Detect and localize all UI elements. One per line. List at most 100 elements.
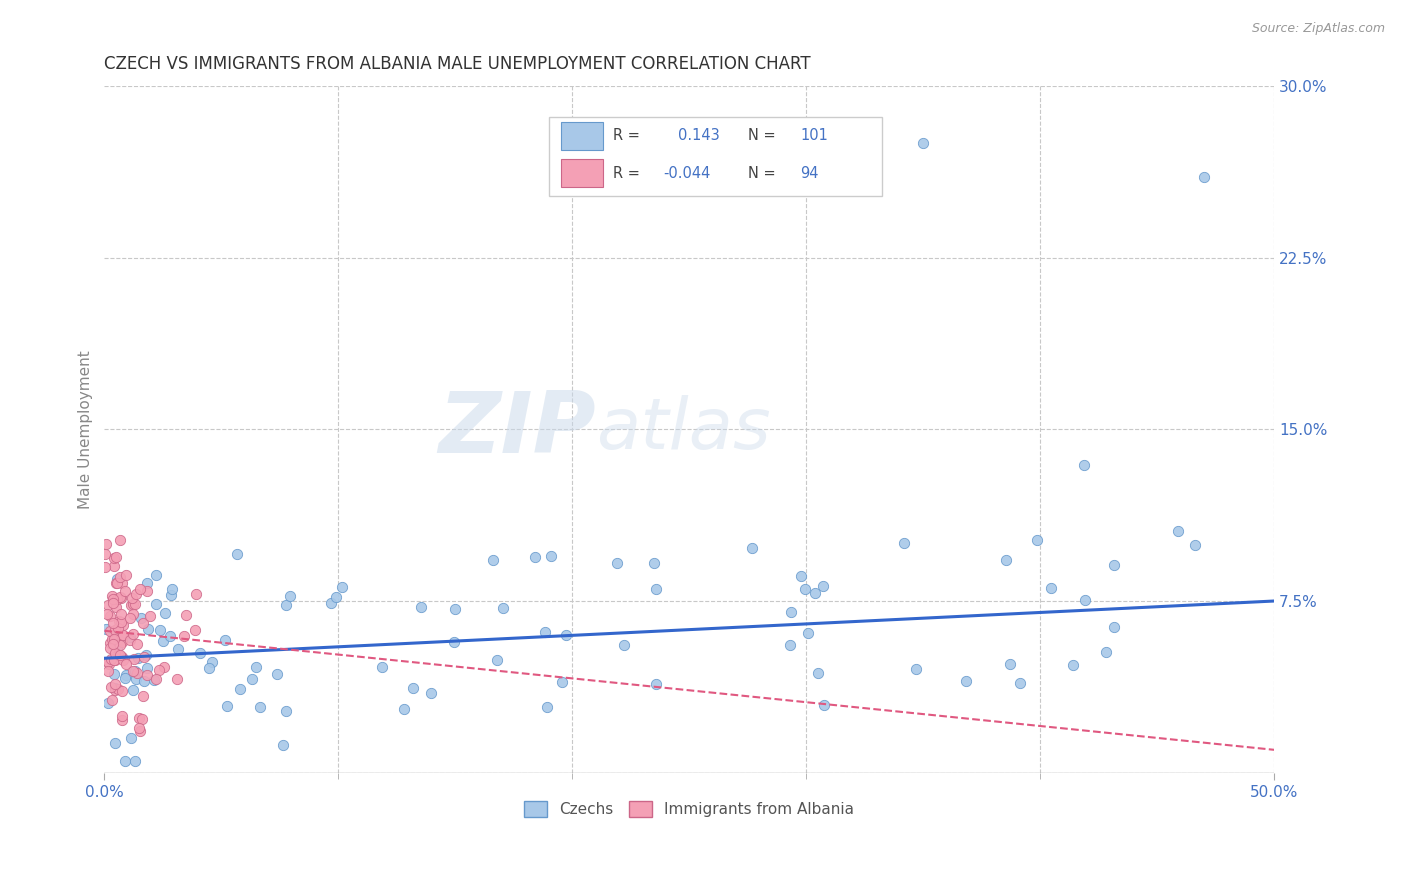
Point: [105, 572, 128, 586]
Point: [741, 541, 763, 556]
Point: [128, 721, 150, 735]
Point: [110, 650, 132, 665]
Point: [392, 702, 415, 716]
Point: [274, 704, 297, 718]
Point: [96, 607, 118, 621]
Point: [643, 556, 665, 570]
Y-axis label: Male Unemployment: Male Unemployment: [79, 350, 93, 508]
Point: [135, 648, 157, 662]
Point: [114, 657, 136, 672]
Point: [143, 673, 166, 688]
Point: [796, 626, 818, 640]
Point: [893, 536, 915, 550]
Point: [111, 684, 134, 698]
Point: [103, 667, 125, 681]
Point: [108, 591, 131, 605]
Point: [145, 568, 167, 582]
Point: [995, 553, 1018, 567]
Point: [551, 674, 574, 689]
Point: [100, 589, 122, 603]
Point: [1073, 458, 1095, 472]
Point: [1102, 620, 1125, 634]
Point: [134, 650, 156, 665]
Point: [101, 591, 124, 606]
Point: [107, 681, 129, 696]
Point: [120, 598, 142, 612]
Point: [110, 713, 132, 727]
Point: [101, 637, 124, 651]
Point: [188, 646, 211, 660]
Point: [184, 624, 207, 638]
Point: [201, 656, 224, 670]
Point: [104, 736, 127, 750]
Point: [118, 610, 141, 624]
Point: [330, 580, 353, 594]
Point: [104, 653, 127, 667]
Point: [108, 614, 131, 628]
Point: [100, 680, 122, 694]
Point: [371, 660, 394, 674]
Point: [110, 533, 132, 548]
FancyBboxPatch shape: [548, 117, 883, 195]
Point: [160, 588, 183, 602]
Point: [100, 693, 122, 707]
Point: [1073, 593, 1095, 607]
Point: [107, 621, 129, 635]
Point: [242, 672, 264, 686]
Point: [266, 667, 288, 681]
FancyBboxPatch shape: [561, 159, 603, 187]
Point: [96, 599, 118, 613]
Point: [103, 653, 125, 667]
Point: [129, 723, 152, 738]
Point: [536, 699, 558, 714]
Point: [128, 711, 150, 725]
Point: [121, 591, 143, 605]
Point: [104, 681, 127, 696]
Point: [811, 579, 834, 593]
Point: [105, 629, 128, 643]
Point: [132, 674, 155, 689]
Point: [111, 709, 134, 723]
Point: [118, 633, 141, 648]
Point: [120, 731, 142, 746]
Point: [122, 626, 145, 640]
Point: [129, 582, 152, 596]
Point: [107, 648, 129, 662]
Point: [271, 739, 294, 753]
Point: [135, 661, 157, 675]
Point: [103, 559, 125, 574]
Point: [124, 665, 146, 679]
Point: [127, 665, 149, 680]
Point: [108, 648, 131, 663]
Point: [98, 635, 121, 649]
Point: [97, 657, 120, 672]
Point: [166, 641, 188, 656]
Point: [110, 615, 132, 630]
Point: [104, 682, 127, 697]
Point: [139, 608, 162, 623]
Point: [145, 597, 167, 611]
Point: [127, 650, 149, 665]
Point: [278, 590, 301, 604]
FancyBboxPatch shape: [561, 121, 603, 151]
Point: [114, 754, 136, 768]
Point: [245, 660, 267, 674]
Point: [1026, 533, 1049, 547]
Point: [793, 582, 815, 596]
Point: [153, 660, 176, 674]
Point: [998, 657, 1021, 671]
Point: [613, 638, 636, 652]
Point: [104, 623, 127, 637]
Point: [98, 640, 121, 655]
Point: [904, 662, 927, 676]
Point: [443, 634, 465, 648]
Point: [217, 699, 239, 714]
Point: [325, 590, 347, 604]
Point: [111, 650, 134, 665]
Point: [97, 696, 120, 710]
Point: [813, 698, 835, 713]
Point: [1040, 581, 1063, 595]
Point: [125, 586, 148, 600]
Point: [98, 624, 121, 638]
Text: -0.044: -0.044: [664, 166, 711, 180]
